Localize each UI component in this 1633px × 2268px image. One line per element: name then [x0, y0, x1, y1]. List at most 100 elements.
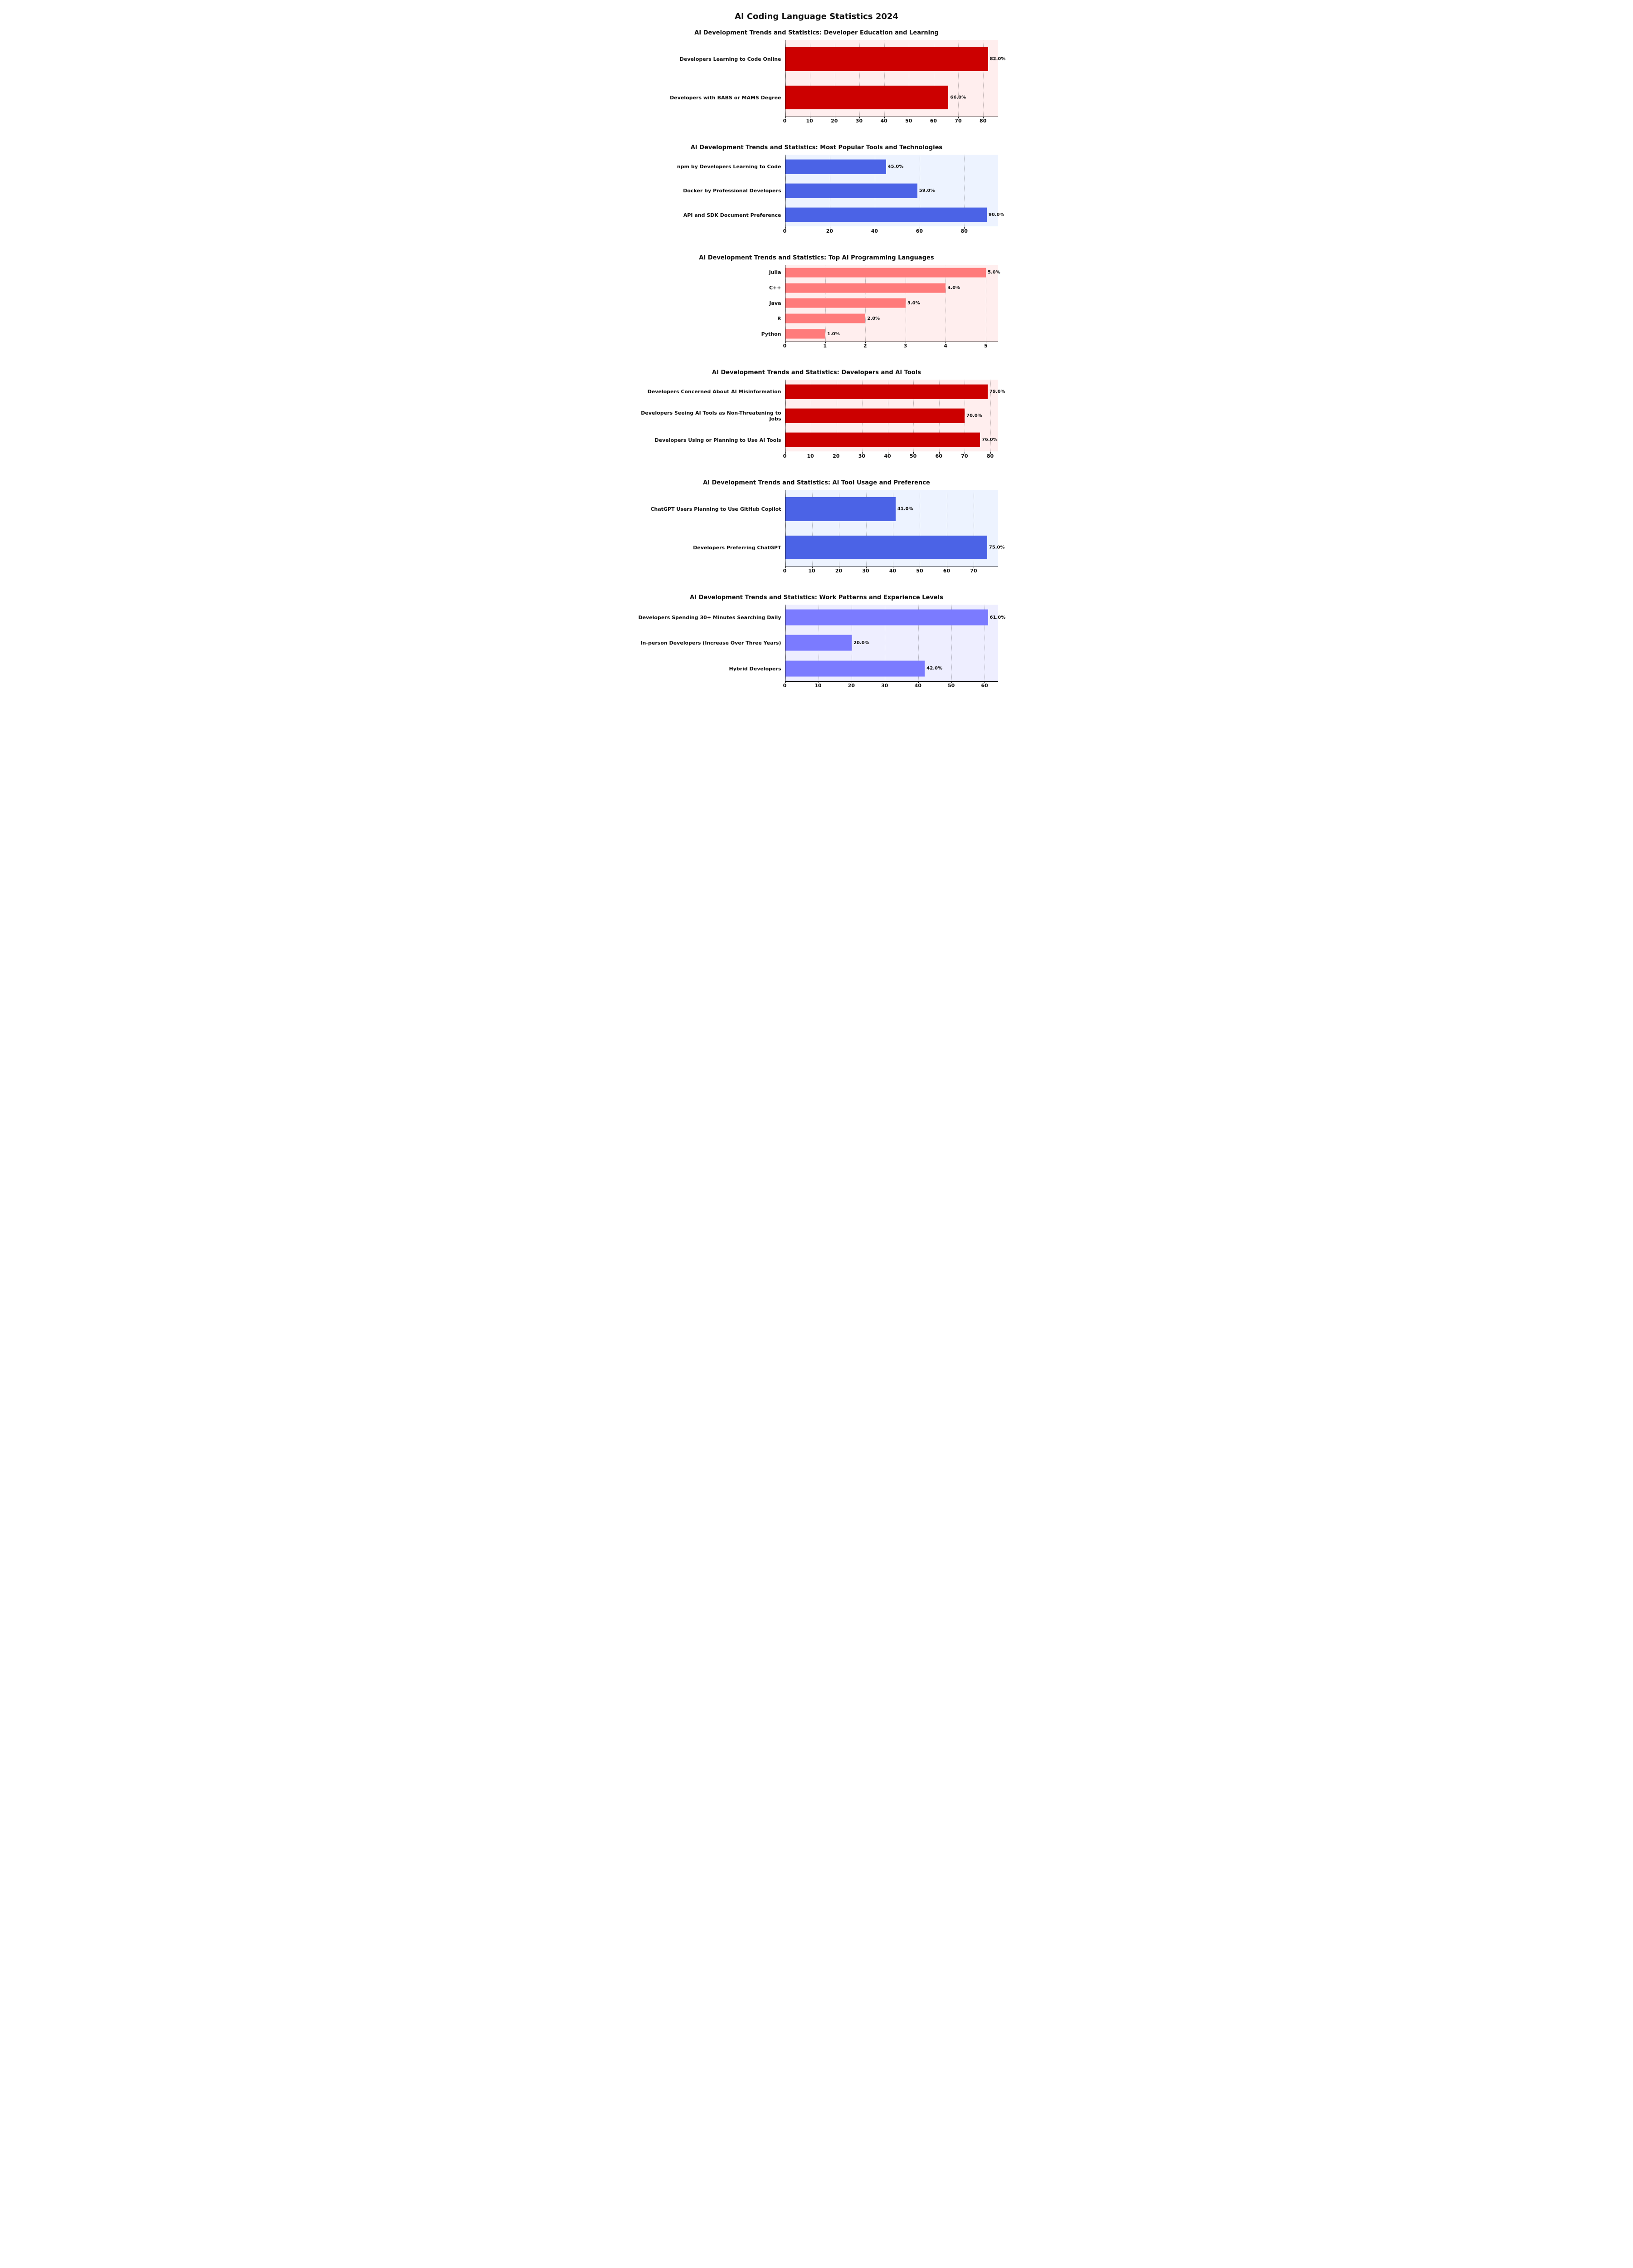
- x-tick-label: 30: [881, 683, 888, 689]
- plot-area: 5.0% 4.0% 3.0% 2.0% 1.0%: [785, 265, 998, 342]
- x-tick-label: 5: [984, 343, 988, 349]
- y-tick-label: Developers Spending 30+ Minutes Searchin…: [635, 605, 781, 631]
- chart-title: AI Development Trends and Statistics: Wo…: [635, 594, 998, 601]
- bar-slot: 1.0%: [785, 326, 998, 342]
- y-tick-label: Developers with BABS or MAMS Degree: [635, 78, 781, 117]
- x-tick-label: 2: [863, 343, 867, 349]
- plot-row: npm by Developers Learning to CodeDocker…: [635, 155, 998, 227]
- bar-value-label: 20.0%: [852, 640, 869, 645]
- bar-value-label: 82.0%: [988, 57, 1006, 62]
- y-tick-label: R: [635, 311, 781, 327]
- y-tick-label: Java: [635, 296, 781, 311]
- bar: 1.0%: [785, 329, 825, 339]
- y-axis-labels: Developers Concerned About AI Misinforma…: [635, 380, 785, 452]
- bar-value-label: 5.0%: [986, 270, 1000, 275]
- x-axis: 020406080: [635, 228, 998, 238]
- x-tick-labels: 0102030405060: [785, 683, 998, 693]
- x-tick-label: 20: [826, 228, 833, 234]
- plot-area: 79.0% 70.0% 76.0%: [785, 380, 998, 452]
- bar: 75.0%: [785, 536, 987, 559]
- bar: 90.0%: [785, 207, 987, 222]
- x-tick-label: 20: [831, 118, 838, 124]
- bar-slot: 20.0%: [785, 630, 998, 655]
- bar: 5.0%: [785, 268, 986, 277]
- x-tick-labels: 01020304050607080: [785, 118, 998, 128]
- x-axis: 0102030405060: [635, 683, 998, 693]
- plot-row: JuliaC++JavaRPython5.0%4.0%3.0%2.0%1.0%: [635, 265, 998, 342]
- y-axis-labels: JuliaC++JavaRPython: [635, 265, 785, 342]
- bar-value-label: 79.0%: [988, 389, 1005, 394]
- x-tick-label: 50: [910, 453, 916, 459]
- bar: 2.0%: [785, 314, 866, 323]
- x-tick-label: 40: [871, 228, 878, 234]
- figure-title: AI Coding Language Statistics 2024: [635, 12, 998, 21]
- plot-row: Developers Learning to Code OnlineDevelo…: [635, 40, 998, 117]
- y-axis-labels: Developers Learning to Code OnlineDevelo…: [635, 40, 785, 117]
- bar-slot: 70.0%: [785, 404, 998, 428]
- chart-panel: AI Development Trends and Statistics: De…: [635, 369, 998, 463]
- y-tick-label: Julia: [635, 265, 781, 280]
- x-tick-label: 20: [848, 683, 855, 689]
- bars-container: 61.0% 20.0% 42.0%: [785, 605, 998, 681]
- chart-panel: AI Development Trends and Statistics: De…: [635, 29, 998, 128]
- chart-title: AI Development Trends and Statistics: De…: [635, 369, 998, 376]
- bar: 42.0%: [785, 660, 925, 676]
- y-tick-label: Developers Learning to Code Online: [635, 40, 781, 78]
- x-axis: 01020304050607080: [635, 118, 998, 128]
- x-tick-label: 0: [783, 683, 787, 689]
- x-tick-labels: 010203040506070: [785, 568, 998, 578]
- plot-area: 82.0% 66.0%: [785, 40, 998, 117]
- plot-row: Developers Concerned About AI Misinforma…: [635, 380, 998, 452]
- chart-panel: AI Development Trends and Statistics: AI…: [635, 479, 998, 578]
- bar-slot: 76.0%: [785, 428, 998, 452]
- bar-slot: 4.0%: [785, 280, 998, 296]
- y-tick-label: Developers Concerned About AI Misinforma…: [635, 380, 781, 404]
- y-tick-label: In-person Developers (Increase Over Thre…: [635, 631, 781, 656]
- x-tick-label: 10: [814, 683, 821, 689]
- x-tick-label: 60: [916, 228, 923, 234]
- x-tick-label: 60: [943, 568, 950, 574]
- bar-value-label: 42.0%: [925, 666, 942, 671]
- bar-value-label: 75.0%: [987, 545, 1005, 550]
- x-tick-label: 0: [783, 118, 787, 124]
- bar: 82.0%: [785, 47, 988, 71]
- chart-panel: AI Development Trends and Statistics: Wo…: [635, 594, 998, 693]
- bar-value-label: 41.0%: [896, 507, 913, 512]
- x-tick-label: 20: [835, 568, 842, 574]
- x-tick-label: 60: [981, 683, 988, 689]
- panels-container: AI Development Trends and Statistics: De…: [635, 29, 998, 693]
- plot-row: ChatGPT Users Planning to Use GitHub Cop…: [635, 490, 998, 567]
- x-tick-label: 80: [961, 228, 968, 234]
- bar-slot: 75.0%: [785, 528, 998, 567]
- bar-value-label: 70.0%: [965, 413, 982, 418]
- x-tick-label: 40: [880, 118, 887, 124]
- bars-container: 45.0% 59.0% 90.0%: [785, 155, 998, 227]
- x-tick-label: 30: [862, 568, 869, 574]
- x-tick-label: 70: [961, 453, 968, 459]
- bar: 4.0%: [785, 283, 946, 293]
- x-tick-label: 40: [884, 453, 891, 459]
- x-tick-label: 0: [783, 453, 787, 459]
- plot-area: 45.0% 59.0% 90.0%: [785, 155, 998, 227]
- y-axis-labels: npm by Developers Learning to CodeDocker…: [635, 155, 785, 227]
- y-axis-labels: ChatGPT Users Planning to Use GitHub Cop…: [635, 490, 785, 567]
- bar-slot: 79.0%: [785, 380, 998, 404]
- chart-title: AI Development Trends and Statistics: Mo…: [635, 144, 998, 151]
- bar-slot: 82.0%: [785, 40, 998, 78]
- x-tick-label: 60: [936, 453, 942, 459]
- bar-slot: 2.0%: [785, 311, 998, 326]
- bar: 3.0%: [785, 298, 906, 308]
- x-tick-label: 10: [807, 453, 814, 459]
- bar: 59.0%: [785, 183, 917, 198]
- x-tick-labels: 020406080: [785, 228, 998, 238]
- x-tick-label: 80: [980, 118, 986, 124]
- bar: 66.0%: [785, 86, 949, 109]
- x-tick-label: 70: [970, 568, 977, 574]
- y-tick-label: C++: [635, 280, 781, 296]
- bar-slot: 3.0%: [785, 296, 998, 311]
- bar-slot: 61.0%: [785, 605, 998, 630]
- bar-value-label: 45.0%: [886, 164, 904, 169]
- bar: 76.0%: [785, 432, 980, 447]
- figure: AI Coding Language Statistics 2024 AI De…: [635, 0, 998, 727]
- bar: 79.0%: [785, 384, 988, 399]
